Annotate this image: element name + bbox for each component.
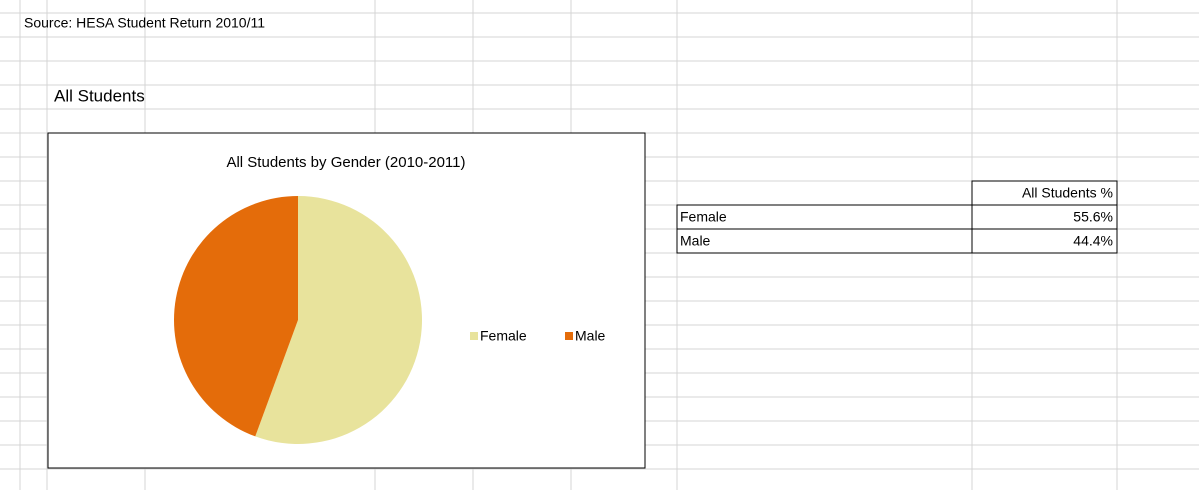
row-label: Female [680,209,727,225]
chart-title: All Students by Gender (2010-2011) [226,154,465,171]
section-title: All Students [54,86,145,105]
table: Female 55.6% Male 44.4% [676,204,1118,254]
legend: Female Male [470,328,606,344]
table-row-cell [971,228,1118,254]
pie-slice [255,196,422,445]
legend-label: Female [480,328,527,344]
source-note: Source: HESA Student Return 2010/11 [24,15,265,31]
legend-label: Male [575,328,606,344]
table-header: All Students % [1022,185,1113,201]
pie-slice [173,196,298,437]
row-value: 55.6% [1073,209,1113,225]
table-row-cell [676,228,973,254]
legend-swatch [565,332,573,340]
row-label: Male [680,233,711,249]
row-value: 44.4% [1073,233,1113,249]
pie [173,196,422,445]
legend-swatch [470,332,478,340]
